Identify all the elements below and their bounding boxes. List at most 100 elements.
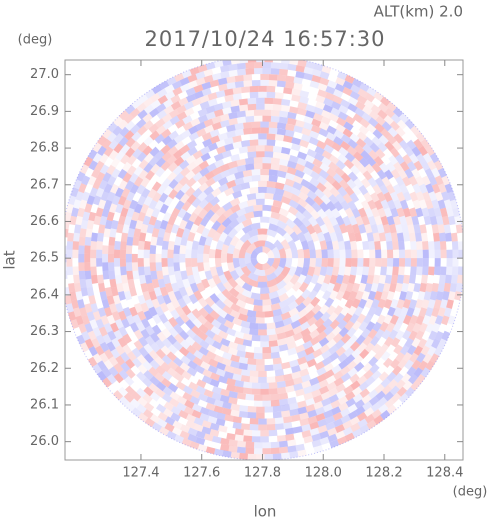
radar-cell — [424, 168, 434, 179]
radar-cell — [372, 274, 381, 285]
radar-cell — [244, 205, 255, 214]
radar-cell — [333, 305, 344, 316]
radar-cell — [159, 286, 169, 297]
radar-cell — [203, 253, 210, 263]
radar-cell — [372, 232, 381, 242]
radar-cell — [232, 135, 242, 143]
radar-cell — [344, 152, 356, 163]
radar-cell — [251, 430, 261, 437]
radar-cell — [438, 232, 446, 242]
radar-cell — [238, 247, 247, 259]
radar-cell — [374, 306, 384, 317]
radar-cell — [428, 330, 438, 341]
radar-cell — [345, 115, 356, 126]
radar-cell — [108, 139, 119, 150]
radar-cell — [299, 139, 310, 148]
radar-cell — [331, 266, 340, 276]
radar-cell — [241, 239, 252, 251]
radar-cell — [97, 232, 104, 242]
radar-cell — [96, 241, 103, 250]
radar-cell — [416, 153, 426, 164]
radar-cell — [120, 362, 131, 373]
radar-cell — [172, 86, 183, 96]
radar-cell — [328, 351, 340, 362]
radar-cell — [396, 386, 408, 397]
radar-cell — [155, 365, 166, 376]
radar-cell — [130, 140, 141, 152]
radar-cell — [222, 201, 233, 212]
radar-cell — [127, 228, 135, 238]
radar-cell — [348, 215, 358, 226]
radar-cell — [143, 408, 154, 419]
radar-cell — [154, 133, 165, 144]
radar-cell — [386, 371, 397, 382]
radar-cell — [431, 224, 439, 234]
radar-cell — [390, 113, 402, 124]
radar-cell — [410, 125, 421, 136]
radar-cell — [191, 403, 203, 413]
radar-cell — [425, 360, 435, 371]
radar-cell — [238, 200, 249, 210]
radar-cell — [173, 182, 184, 193]
radar-cell — [416, 266, 423, 276]
radar-cell — [363, 258, 370, 267]
radar-cell — [169, 391, 180, 401]
radar-cell — [95, 345, 105, 356]
radar-cell — [230, 105, 240, 113]
radar-cell — [90, 303, 99, 313]
radar-cell — [321, 156, 332, 167]
radar-cell — [395, 154, 405, 165]
radar-cell — [389, 358, 400, 369]
radar-cell — [251, 79, 261, 87]
radar-cell — [276, 226, 287, 237]
radar-cell — [87, 356, 98, 368]
radar-cell — [212, 333, 223, 344]
radar-cell — [344, 320, 355, 331]
radar-cell — [157, 418, 168, 428]
radar-cell — [270, 393, 280, 401]
radar-cell — [293, 376, 303, 385]
radar-cell — [408, 175, 418, 186]
radar-cell — [222, 351, 233, 361]
radar-cell — [119, 249, 127, 259]
radar-cell — [224, 365, 234, 374]
radar-cell — [326, 338, 337, 349]
radar-cell — [247, 358, 257, 365]
radar-cell — [199, 339, 210, 350]
radar-cell — [340, 305, 350, 317]
radar-cell — [429, 353, 440, 364]
radar-cell — [321, 397, 332, 407]
radar-cell — [104, 349, 114, 360]
radar-cell — [311, 342, 323, 352]
radar-cell — [388, 154, 399, 166]
radar-cell — [302, 340, 313, 350]
radar-cell — [155, 125, 167, 135]
radar-cell — [104, 219, 113, 230]
radar-cell — [73, 307, 82, 318]
radar-cell — [305, 310, 316, 321]
radar-cell — [276, 74, 286, 82]
radar-cell — [349, 192, 360, 203]
radar-cell — [379, 162, 389, 173]
radar-cell — [173, 372, 185, 383]
radar-cell — [219, 394, 230, 403]
radar-cell — [180, 166, 191, 177]
radar-cell — [211, 220, 222, 231]
radar-cell — [284, 248, 293, 259]
radar-cell — [189, 441, 200, 450]
radar-cell — [433, 207, 442, 218]
y-tick-label: 26.3 — [30, 324, 59, 339]
radar-cell — [250, 258, 259, 267]
radar-cell — [313, 106, 324, 116]
radar-cell — [320, 116, 331, 125]
radar-cell — [282, 184, 294, 193]
radar-cell — [216, 281, 227, 293]
radar-cell — [342, 128, 353, 138]
radar-cell — [349, 313, 360, 324]
radar-cell — [109, 228, 117, 238]
radar-cell — [444, 274, 452, 284]
radar-cell — [309, 248, 316, 259]
x-tick-label: 127.4 — [122, 466, 159, 481]
radar-cell — [153, 286, 162, 297]
radar-cell — [437, 199, 446, 210]
